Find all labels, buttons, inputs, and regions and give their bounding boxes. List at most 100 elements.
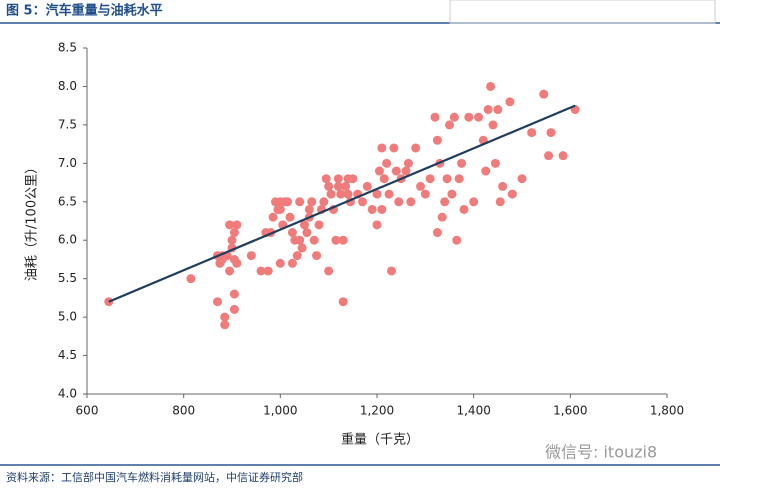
point bbox=[324, 266, 334, 276]
point bbox=[377, 204, 387, 214]
point bbox=[403, 158, 413, 168]
point bbox=[401, 166, 411, 176]
y-axis-label: 油耗（升/100公里） bbox=[25, 161, 40, 281]
point bbox=[490, 158, 500, 168]
point bbox=[225, 220, 235, 230]
point bbox=[246, 251, 256, 261]
point bbox=[358, 197, 367, 207]
point bbox=[220, 312, 230, 322]
point bbox=[493, 105, 503, 115]
point bbox=[304, 204, 314, 214]
point bbox=[324, 181, 334, 191]
point bbox=[474, 112, 483, 122]
point bbox=[449, 112, 459, 122]
x-tick-label: 1,400 bbox=[456, 404, 490, 418]
point bbox=[229, 228, 239, 238]
point bbox=[464, 112, 474, 122]
point bbox=[457, 158, 467, 168]
point bbox=[420, 189, 430, 199]
point bbox=[437, 212, 447, 222]
point bbox=[507, 189, 517, 199]
point bbox=[336, 189, 346, 199]
point bbox=[495, 197, 505, 207]
point bbox=[391, 166, 401, 176]
point bbox=[483, 105, 493, 115]
point bbox=[394, 197, 404, 207]
x-tick-label: 1,800 bbox=[650, 404, 684, 418]
point bbox=[300, 220, 309, 230]
point bbox=[312, 251, 322, 261]
watermark: 微信号: itouzi8 bbox=[545, 443, 657, 462]
point bbox=[319, 197, 329, 207]
point bbox=[283, 197, 293, 207]
x-tick-label: 1,600 bbox=[553, 404, 587, 418]
point bbox=[367, 204, 377, 214]
point bbox=[275, 197, 285, 207]
point bbox=[338, 235, 348, 245]
point bbox=[377, 143, 387, 153]
point bbox=[488, 120, 498, 130]
y-tick-label: 7.0 bbox=[58, 156, 77, 170]
point bbox=[302, 228, 312, 238]
point bbox=[447, 189, 457, 199]
point bbox=[229, 289, 239, 299]
y-tick-label: 4.0 bbox=[58, 387, 77, 401]
point bbox=[454, 174, 464, 184]
chart-title: 图 5：汽车重量与油耗水平 bbox=[6, 3, 163, 19]
point bbox=[425, 174, 435, 184]
point bbox=[232, 220, 242, 230]
y-tick-label: 5.5 bbox=[58, 271, 77, 285]
point bbox=[232, 258, 242, 268]
point bbox=[459, 204, 469, 214]
y-tick-label: 8.5 bbox=[58, 41, 77, 55]
point bbox=[287, 228, 297, 238]
point bbox=[326, 189, 336, 199]
point bbox=[268, 212, 278, 222]
point bbox=[406, 197, 416, 207]
point bbox=[505, 97, 515, 107]
point bbox=[227, 235, 237, 245]
point bbox=[387, 266, 396, 276]
point bbox=[481, 166, 491, 176]
point bbox=[411, 143, 421, 153]
point bbox=[442, 174, 452, 184]
point bbox=[432, 228, 442, 238]
point bbox=[416, 181, 425, 191]
point bbox=[445, 120, 454, 130]
point bbox=[343, 189, 353, 199]
point bbox=[486, 81, 496, 91]
point bbox=[321, 174, 331, 184]
point bbox=[263, 266, 273, 276]
point bbox=[275, 204, 285, 214]
point bbox=[220, 320, 230, 330]
point bbox=[275, 258, 285, 268]
trend-line bbox=[108, 104, 576, 303]
point bbox=[338, 297, 348, 307]
point bbox=[440, 197, 450, 207]
point bbox=[295, 197, 305, 207]
point bbox=[498, 181, 508, 191]
point bbox=[372, 189, 382, 199]
point bbox=[384, 189, 394, 199]
y-tick-label: 5.0 bbox=[58, 310, 77, 324]
point bbox=[295, 235, 305, 245]
point bbox=[432, 135, 442, 145]
y-tick-label: 7.5 bbox=[58, 117, 77, 131]
point bbox=[527, 128, 537, 138]
point bbox=[348, 174, 358, 184]
point bbox=[292, 251, 302, 261]
point bbox=[374, 166, 384, 176]
point bbox=[333, 174, 343, 184]
y-tick-label: 4.5 bbox=[58, 348, 77, 362]
point bbox=[341, 181, 351, 191]
point bbox=[546, 128, 556, 138]
point bbox=[297, 243, 307, 253]
point bbox=[225, 266, 235, 276]
point bbox=[307, 197, 317, 207]
point bbox=[379, 174, 389, 184]
x-axis-label: 重量（千克） bbox=[341, 432, 419, 448]
point bbox=[382, 158, 392, 168]
point bbox=[285, 212, 295, 222]
x-tick-label: 1,200 bbox=[360, 404, 394, 418]
